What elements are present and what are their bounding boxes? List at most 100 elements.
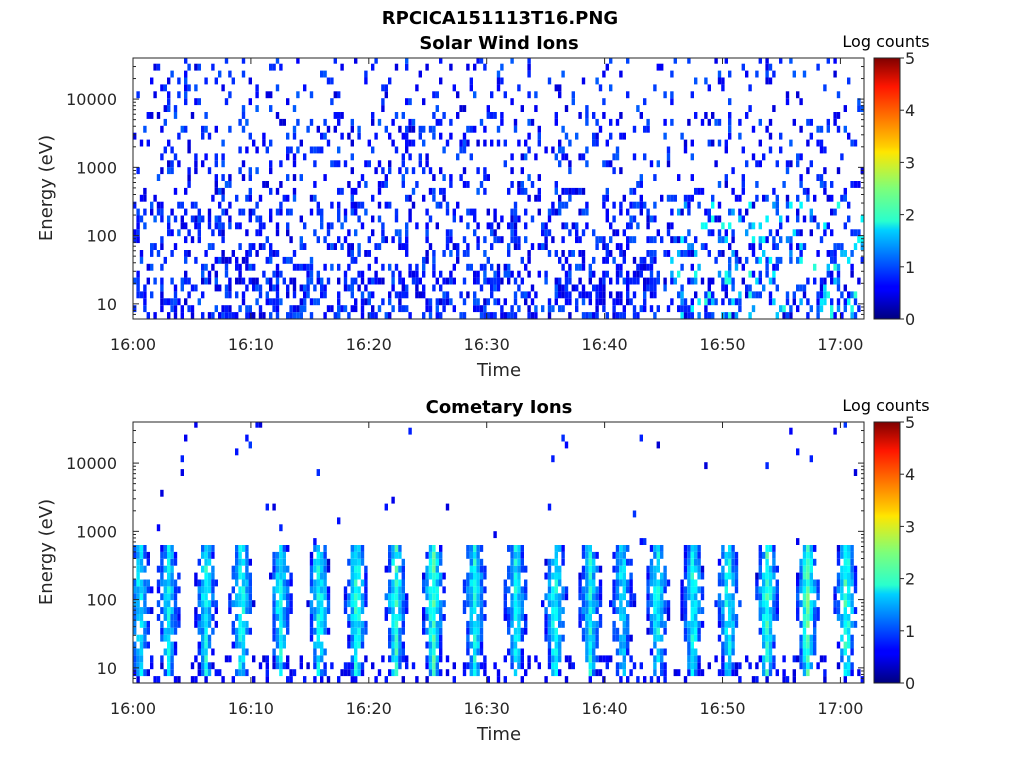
heatmap-cell [724,181,728,188]
heatmap-cell [357,284,361,292]
heatmap-cell [139,586,144,594]
heatmap-cell [360,312,365,319]
heatmap-cell [806,648,810,656]
heatmap-cell [235,222,239,230]
heatmap-cell [571,98,575,106]
figure-title: RPCICA151113T16.PNG [382,8,618,29]
heatmap-cell [320,676,324,683]
heatmap-cell [629,558,633,566]
heatmap-cell [772,298,776,306]
heatmap-cell [629,669,633,677]
heatmap-cell [632,215,637,223]
heatmap-cell [847,77,851,85]
heatmap-cell [432,620,436,628]
heatmap-cell [292,187,297,195]
heatmap-cell [306,662,310,670]
heatmap-cell [680,298,684,306]
heatmap-cell [626,676,630,683]
heatmap-cell [238,545,242,552]
heatmap-cell [836,614,841,621]
heatmap-cell [717,579,722,587]
heatmap-cell [581,607,586,614]
heatmap-cell [830,208,834,216]
heatmap-cell [592,312,596,319]
heatmap-cell [534,105,538,112]
heatmap-cell [238,586,242,594]
heatmap-cell [245,312,249,319]
heatmap-cell [405,167,409,175]
heatmap-cell [221,312,225,319]
heatmap-cell [163,545,167,552]
heatmap-cell [802,607,807,614]
heatmap-cell [354,277,358,285]
heatmap-cell [411,662,416,670]
heatmap-cell [639,208,643,216]
heatmap-cell [609,250,613,257]
heatmap-cell [456,201,460,209]
heatmap-cell [847,579,851,587]
heatmap-cell [476,551,480,559]
heatmap-cell [364,284,368,292]
heatmap-cell [622,614,626,621]
heatmap-cell [313,160,317,168]
heatmap-cell [279,579,283,587]
heatmap-cell [462,586,467,594]
heatmap-cell [466,586,470,594]
heatmap-cell [320,614,324,621]
heatmap-cell [354,676,358,683]
heatmap-cell [697,572,701,580]
heatmap-cell [595,593,599,601]
heatmap-cell [381,98,385,106]
heatmap-cell [585,607,589,614]
heatmap-cell [245,545,249,552]
heatmap-cell [265,669,269,677]
heatmap-cell [595,551,599,559]
heatmap-cell [394,655,399,663]
heatmap-cell [755,593,759,601]
heatmap-cell [394,208,399,216]
heatmap-cell [211,229,215,237]
heatmap-cell [564,277,569,285]
heatmap-cell [507,572,511,580]
heatmap-cell [707,84,711,92]
heatmap-cell [843,105,847,112]
heatmap-cell [741,187,745,195]
heatmap-cell [578,277,582,285]
heatmap-cell [224,305,229,313]
heatmap-cell [554,558,558,566]
heatmap-cell [694,662,698,670]
heatmap-cell [326,607,331,614]
heatmap-cell [445,208,450,216]
heatmap-cell [690,655,694,663]
heatmap-cell [622,565,626,573]
heatmap-cell [656,441,660,449]
heatmap-cell [218,284,222,292]
heatmap-cell [765,256,769,264]
heatmap-cell [619,312,623,319]
heatmap-cell [697,201,701,209]
heatmap-cell [479,641,484,649]
heatmap-cell [554,593,558,601]
heatmap-cell [462,669,467,677]
heatmap-cell [513,229,518,237]
heatmap-cell [809,579,813,587]
heatmap-cell [775,208,779,216]
heatmap-cell [656,600,660,608]
heatmap-cell [439,58,443,64]
heatmap-cell [388,641,392,649]
heatmap-cell [765,545,769,552]
heatmap-cell [425,160,429,168]
heatmap-cell [214,270,218,278]
heatmap-cell [289,593,293,601]
heatmap-cell [850,270,854,278]
heatmap-cell [636,201,640,209]
heatmap-cell [326,77,331,85]
heatmap-cell [473,627,477,635]
heatmap-cell [626,641,630,649]
heatmap-cell [721,600,725,608]
heatmap-cell [564,298,569,306]
heatmap-cell [588,277,592,285]
heatmap-cell [711,312,715,319]
heatmap-cell [139,662,144,670]
heatmap-cell [660,579,664,587]
